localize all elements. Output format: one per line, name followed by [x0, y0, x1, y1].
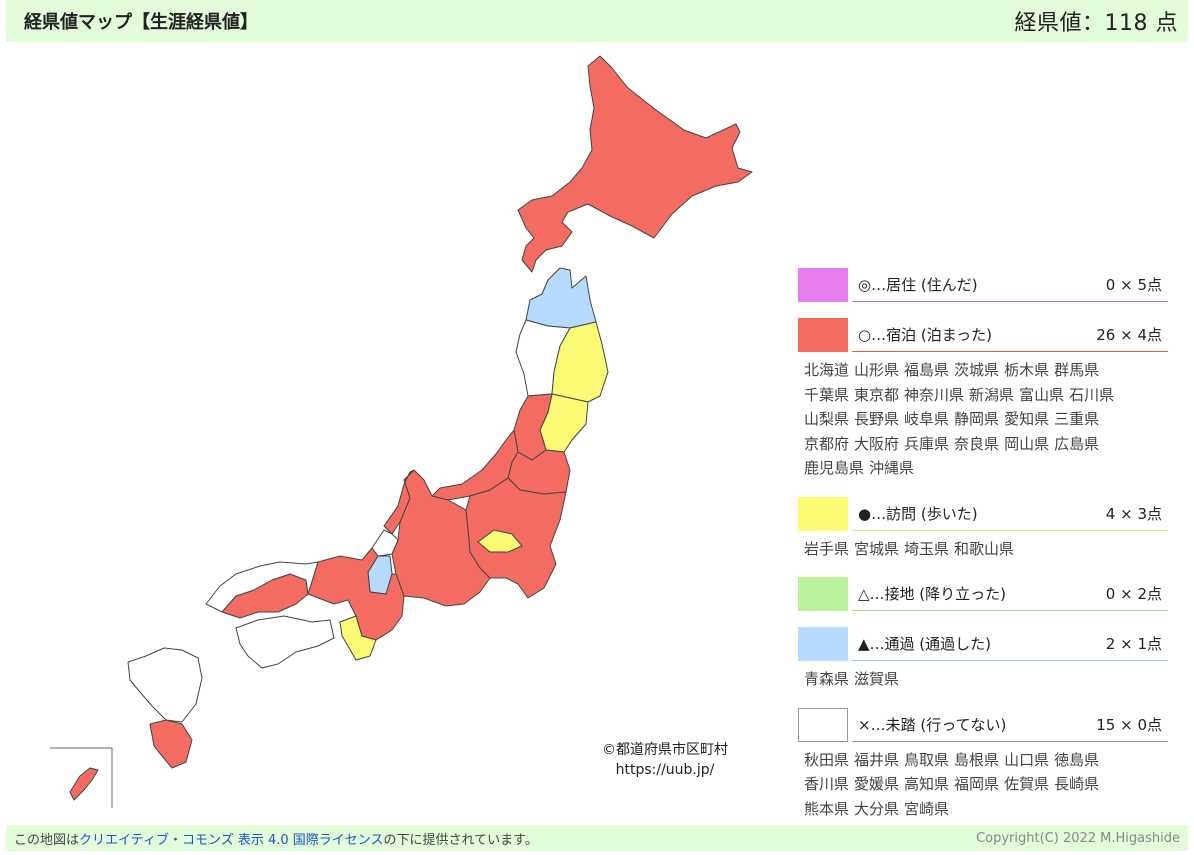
legend-label: △…接地 (降り立った)	[858, 585, 1007, 603]
pref-chugoku-north[interactable]	[205, 561, 319, 613]
prefecture-name: 和歌山県	[954, 539, 1015, 558]
prefecture-name: 鳥取県	[904, 750, 950, 769]
prefecture-name: 秋田県	[804, 750, 850, 769]
inset-border	[50, 747, 113, 808]
license-link[interactable]: クリエイティブ・コモンズ 表示 4.0 国際ライセンス	[79, 832, 384, 848]
prefecture-name: 佐賀県	[1004, 775, 1050, 793]
prefecture-name: 埼玉県	[904, 539, 950, 558]
prefecture-name: 山口県	[1004, 750, 1050, 769]
legend-prefectures-unvisited: 秋田県 福井県 鳥取県 島根県 山口県 徳島県香川県 愛媛県 高知県 福岡県 佐賀県 長崎県熊本県大…	[804, 748, 1154, 822]
prefecture-name: 石川県	[1069, 385, 1115, 404]
header-bar: 経県値マップ【生涯経県値】 経県値：118 点	[6, 0, 1188, 42]
legend-label: ●…訪問 (歩いた)	[858, 504, 978, 523]
prefecture-name: 千葉県	[804, 385, 850, 404]
prefecture-name: 愛媛県	[854, 775, 900, 793]
legend-prefectures-passed: 青森県 滋賀県	[804, 667, 1154, 692]
prefecture-name: 徳島県	[1054, 750, 1100, 769]
legend-swatch-unvisited	[798, 707, 848, 742]
prefecture-name: 山梨県	[804, 410, 850, 428]
page-title: 経県値マップ【生涯経県値】	[24, 12, 258, 33]
pref-shikoku[interactable]	[235, 615, 335, 669]
legend-count: 0 × 5点	[1105, 276, 1162, 294]
legend-row-unvisited: ×…未踏 (行ってない) 15 × 0点	[798, 707, 1168, 742]
prefecture-name: 神奈川県	[904, 385, 965, 404]
footer-bar: この地図はクリエイティブ・コモンズ 表示 4.0 国際ライセンスの下に提供されて…	[6, 825, 1188, 851]
legend-count: 4 × 3点	[1105, 504, 1162, 523]
pref-ishikawa[interactable]	[383, 469, 415, 535]
legend-label: ×…未踏 (行ってない)	[858, 715, 1007, 734]
prefecture-name: 三重県	[1054, 410, 1100, 428]
total-score: 経県値：118 点	[1014, 11, 1178, 36]
prefecture-name: 長野県	[854, 410, 900, 428]
legend-swatch-passed	[798, 627, 848, 661]
prefecture-name: 新潟県	[969, 385, 1015, 404]
legend-row-passed: ▲…通過 (通過した) 2 × 1点	[798, 627, 1168, 661]
pref-okinawa[interactable]	[69, 767, 99, 801]
prefecture-name: 香川県	[804, 775, 850, 793]
prefecture-name: 静岡県	[954, 410, 1000, 428]
copyright-text: Copyright(C) 2022 M.Higashide	[976, 830, 1180, 846]
prefecture-name: 栃木県	[1004, 361, 1050, 379]
prefecture-name: 熊本県	[804, 799, 850, 818]
legend-prefectures-stayed: 北海道 山形県 福島県 茨城県 栃木県 群馬県千葉県 東京都 神奈川県 新潟県 富山県 石川県山梨県…	[804, 358, 1154, 481]
legend-count: 15 × 0点	[1096, 715, 1162, 734]
pref-kagoshima[interactable]	[149, 719, 193, 769]
prefecture-name: 東京都	[854, 385, 900, 404]
prefecture-name: 島根県	[954, 750, 1000, 769]
prefecture-name: 広島県	[1054, 434, 1100, 453]
map-credit: ©都道府県市区町村 https://uub.jp/	[602, 742, 728, 778]
legend-row-landed: △…接地 (降り立った) 0 × 2点	[798, 577, 1168, 611]
prefecture-name: 愛知県	[1004, 410, 1050, 428]
prefecture-name: 福井県	[854, 750, 900, 769]
prefecture-name: 北海道	[804, 361, 850, 379]
prefecture-name: 高知県	[904, 775, 950, 793]
legend: ◎…居住 (住んだ) 0 × 5点 ○…宿泊 (泊まった) 26 × 4点北海道 山形県…	[798, 268, 1168, 821]
legend-count: 26 × 4点	[1096, 326, 1162, 344]
prefecture-name: 沖縄県	[869, 459, 915, 477]
prefecture-name: 福岡県	[954, 775, 1000, 793]
prefecture-name: 兵庫県	[904, 434, 950, 453]
prefecture-name: 鹿児島県	[804, 459, 865, 477]
prefecture-name: 長崎県	[1054, 775, 1100, 793]
legend-row-lived: ◎…居住 (住んだ) 0 × 5点	[798, 268, 1168, 302]
legend-swatch-visited	[798, 496, 848, 531]
legend-prefectures-visited: 岩手県 宮城県 埼玉県 和歌山県	[804, 537, 1154, 562]
pref-wakayama[interactable]	[339, 615, 377, 661]
prefecture-name: 富山県	[1019, 385, 1065, 404]
legend-count: 2 × 1点	[1105, 635, 1162, 653]
legend-swatch-stayed	[798, 318, 848, 352]
legend-label: ○…宿泊 (泊まった)	[858, 326, 992, 344]
legend-row-stayed: ○…宿泊 (泊まった) 26 × 4点	[798, 318, 1168, 352]
legend-label: ◎…居住 (住んだ)	[858, 276, 978, 294]
japan-map	[50, 55, 753, 808]
prefecture-name: 山形県	[854, 361, 900, 379]
prefecture-name: 宮城県	[854, 539, 900, 558]
legend-swatch-lived	[798, 268, 848, 302]
prefecture-name: 京都府	[804, 434, 850, 453]
license-text: この地図はクリエイティブ・コモンズ 表示 4.0 国際ライセンスの下に提供されて…	[14, 832, 538, 848]
prefecture-name: 青森県	[804, 670, 850, 688]
legend-row-visited: ●…訪問 (歩いた) 4 × 3点	[798, 496, 1168, 531]
prefecture-name: 福島県	[904, 361, 950, 379]
prefecture-name: 岩手県	[804, 539, 850, 558]
prefecture-name: 大阪府	[854, 434, 900, 453]
legend-count: 0 × 2点	[1105, 585, 1162, 603]
prefecture-name: 大分県	[854, 799, 900, 818]
legend-label: ▲…通過 (通過した)	[858, 635, 992, 653]
pref-hokkaido[interactable]	[517, 55, 753, 273]
pref-kyushu[interactable]	[127, 647, 203, 723]
prefecture-name: 滋賀県	[854, 670, 900, 688]
legend-swatch-landed	[798, 577, 848, 611]
prefecture-name: 群馬県	[1054, 361, 1100, 379]
prefecture-name: 宮崎県	[904, 799, 950, 818]
pref-aomori[interactable]	[525, 267, 597, 329]
prefecture-name: 岡山県	[1004, 434, 1050, 453]
prefecture-name: 茨城県	[954, 361, 1000, 379]
pref-saitama[interactable]	[477, 529, 523, 553]
prefecture-name: 岐阜県	[904, 410, 950, 428]
prefecture-name: 奈良県	[954, 434, 1000, 453]
